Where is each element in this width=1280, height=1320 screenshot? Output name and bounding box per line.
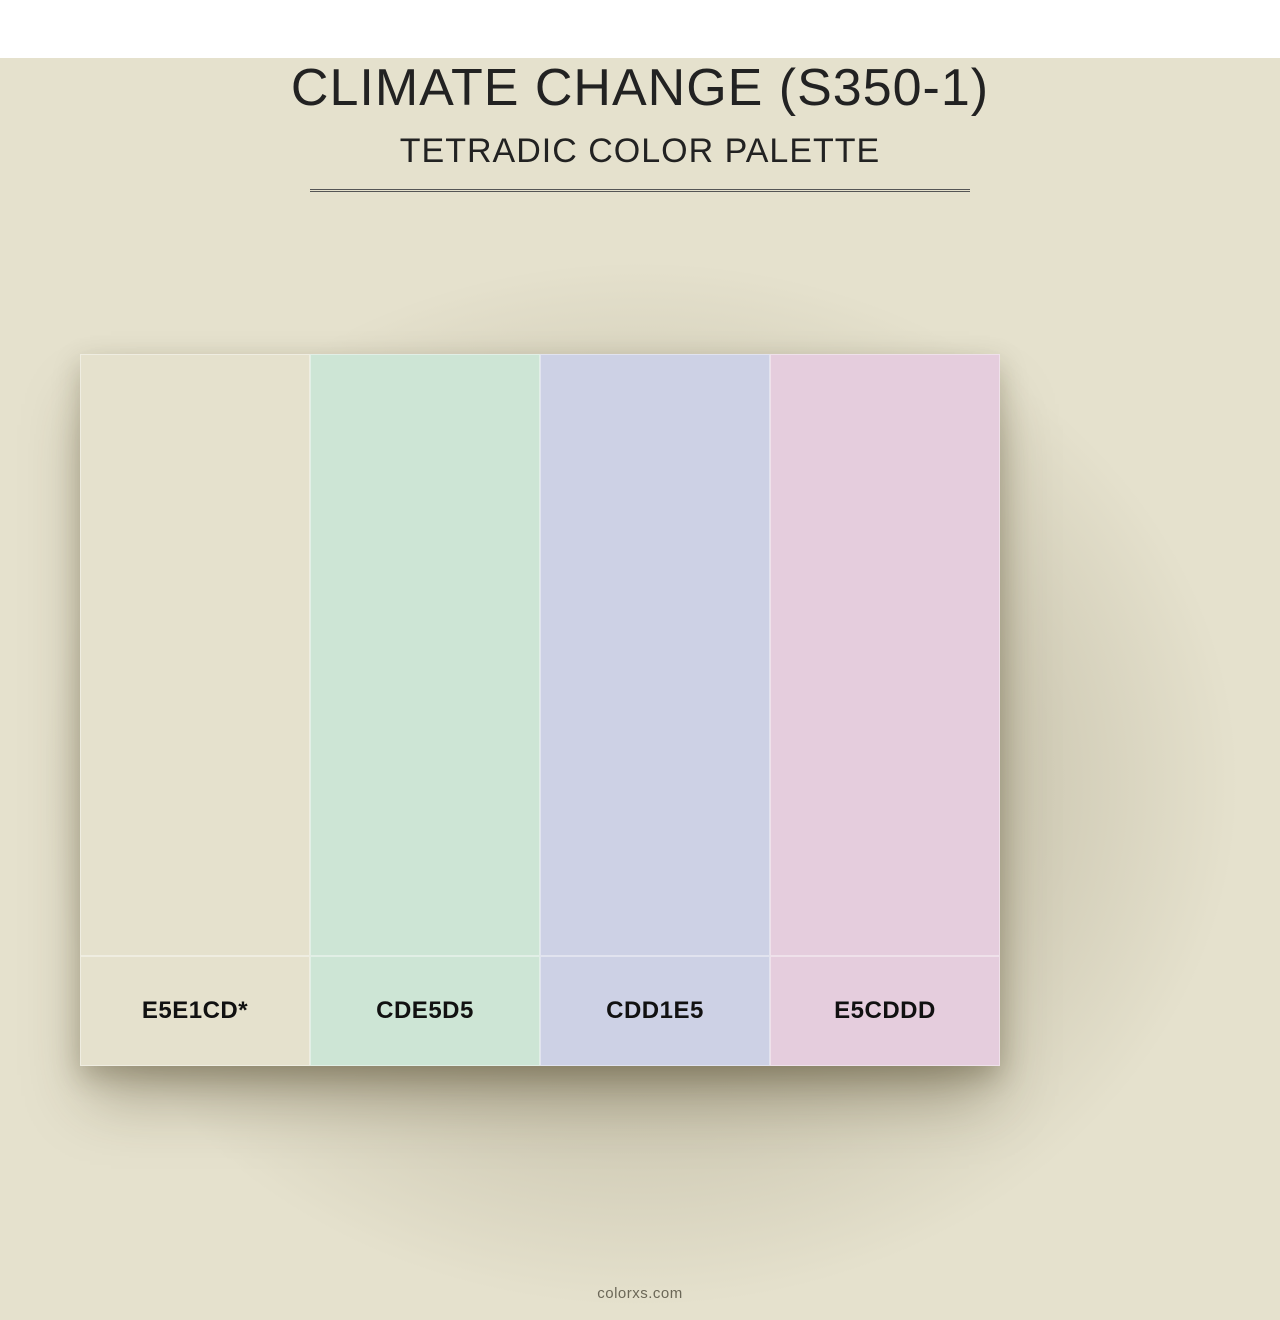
swatch-top	[770, 354, 1000, 956]
header-rule	[310, 189, 970, 192]
swatch-label-row: E5E1CD* CDE5D5 CDD1E5 E5CDDD	[80, 956, 1000, 1066]
swatch-label-cell: E5CDDD	[770, 956, 1000, 1066]
page: CLIMATE CHANGE (S350-1) TETRADIC COLOR P…	[0, 58, 1280, 1320]
swatch-top	[540, 354, 770, 956]
palette-card: E5E1CD* CDE5D5 CDD1E5 E5CDDD	[80, 354, 1000, 1066]
swatch-label-cell: E5E1CD*	[80, 956, 310, 1066]
swatch-label: E5CDDD	[834, 997, 936, 1025]
page-subtitle: TETRADIC COLOR PALETTE	[0, 132, 1280, 171]
swatch-label-cell: CDD1E5	[540, 956, 770, 1066]
swatch-top	[310, 354, 540, 956]
swatch-top-row	[80, 354, 1000, 956]
swatch-label: CDE5D5	[376, 997, 474, 1025]
page-title: CLIMATE CHANGE (S350-1)	[0, 58, 1280, 118]
swatch-label-cell: CDE5D5	[310, 956, 540, 1066]
footer-credit: colorxs.com	[0, 1285, 1280, 1302]
swatch-label: E5E1CD*	[142, 997, 248, 1025]
swatch-top	[80, 354, 310, 956]
swatch-label: CDD1E5	[606, 997, 704, 1025]
